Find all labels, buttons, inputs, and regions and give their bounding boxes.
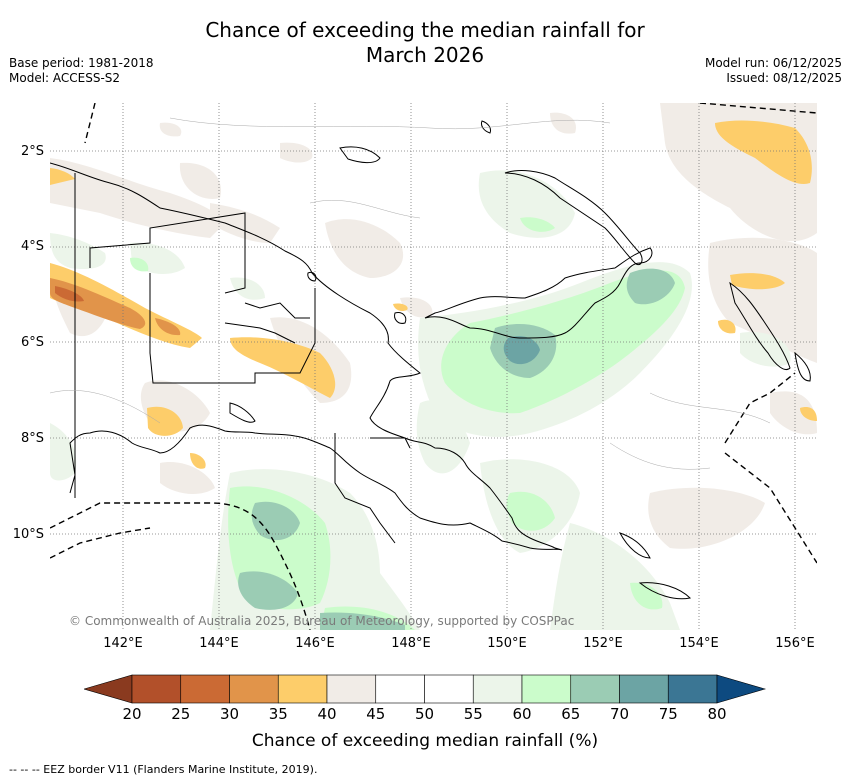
- colorbar-cell: [619, 674, 669, 704]
- rust-regions: [55, 286, 84, 302]
- lon-label: 154°E: [679, 636, 719, 651]
- colorbar-cell: [375, 674, 425, 704]
- copyright-credit: © Commonwealth of Australia 2025, Bureau…: [69, 614, 575, 628]
- coastlines: [50, 120, 811, 600]
- colorbar-cell: [472, 674, 523, 704]
- issued-date: Issued: 08/12/2025: [726, 71, 842, 85]
- lon-label: 142°E: [103, 636, 143, 651]
- blue-teal-regions: [503, 336, 540, 365]
- lon-label: 144°E: [199, 636, 239, 651]
- colorbar-cell: [570, 674, 620, 704]
- colorbar-tick-label: 25: [171, 705, 191, 723]
- colorbar-tick-label: 80: [707, 705, 727, 723]
- lat-label: 4°S: [20, 239, 44, 254]
- colorbar-tick-label: 40: [317, 705, 337, 723]
- model-name: Model: ACCESS-S2: [9, 71, 121, 85]
- colorbar-tick-label: 30: [219, 705, 240, 723]
- colorbar-tick-label: 45: [366, 705, 386, 723]
- lat-label: 2°S: [20, 144, 44, 159]
- meta-left: Base period: 1981-2018 Model: ACCESS-S2: [9, 56, 154, 86]
- lon-label: 150°E: [487, 636, 527, 651]
- colorbar-cell: [667, 674, 718, 704]
- colorbar-tick-label: 60: [512, 705, 532, 723]
- contour-lines: [50, 117, 771, 470]
- dark-orange-regions: [50, 278, 181, 336]
- chart-title: Chance of exceeding the median rainfall …: [0, 18, 850, 68]
- colorbar-label: Chance of exceeding median rainfall (%): [251, 731, 599, 751]
- lon-label: 152°E: [583, 636, 623, 651]
- rainfall-map: [50, 103, 817, 630]
- colorbar-tick-label: 75: [658, 705, 678, 723]
- eez-footer-note: -- -- -- EEZ border V11 (Flanders Marine…: [9, 763, 318, 776]
- colorbar-cell: [424, 674, 474, 704]
- colorbar-cell: [326, 674, 377, 704]
- graticule: [50, 103, 817, 630]
- colorbar-cell: [521, 674, 572, 704]
- colorbar-cell: [229, 674, 279, 704]
- colorbar-tick-label: 35: [268, 705, 288, 723]
- colorbar-cell: [180, 674, 230, 704]
- colorbar-under-arrow: [84, 674, 133, 704]
- colorbar-cell: [277, 674, 328, 704]
- lon-label: 156°E: [775, 636, 815, 651]
- eez-borders: [50, 103, 817, 630]
- colorbar: [84, 674, 767, 704]
- lat-label: 6°S: [20, 335, 44, 350]
- title-line-2: March 2026: [365, 43, 485, 67]
- colorbar-tick-label: 50: [414, 705, 435, 723]
- colorbar-cell: [131, 674, 182, 704]
- lon-label: 148°E: [391, 636, 431, 651]
- title-line-1: Chance of exceeding the median rainfall …: [205, 18, 645, 42]
- lat-label: 10°S: [12, 527, 44, 542]
- colorbar-tick-label: 65: [561, 705, 581, 723]
- colorbar-tick-label: 70: [609, 705, 630, 723]
- colorbar-over-arrow: [716, 674, 767, 704]
- base-period: Base period: 1981-2018: [9, 56, 154, 70]
- colorbar-tick-label: 55: [463, 705, 483, 723]
- lat-label: 8°S: [20, 431, 44, 446]
- map-svg: [50, 103, 817, 630]
- lon-label: 146°E: [295, 636, 335, 651]
- colorbar-tick-label: 20: [122, 705, 142, 723]
- orange-regions: [50, 120, 817, 469]
- model-run: Model run: 06/12/2025: [704, 56, 842, 70]
- meta-right: Model run: 06/12/2025 Issued: 08/12/2025: [705, 56, 842, 86]
